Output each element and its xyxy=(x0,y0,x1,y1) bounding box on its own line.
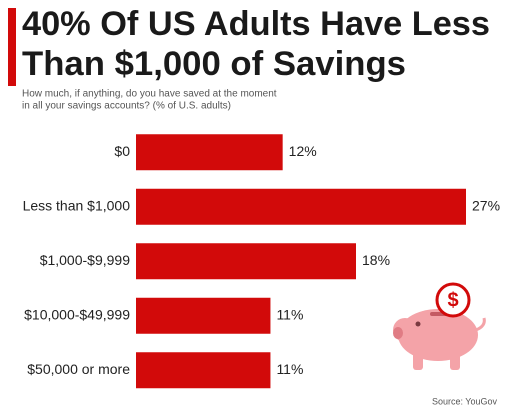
bar xyxy=(136,134,283,171)
category-label: $0 xyxy=(114,143,130,159)
category-label: $10,000-$49,999 xyxy=(24,306,130,322)
value-label: 12% xyxy=(289,143,317,159)
bar xyxy=(136,188,466,225)
value-label: 18% xyxy=(362,252,390,268)
value-label: 11% xyxy=(276,361,303,377)
chart-title: 40% Of US Adults Have Less xyxy=(22,5,490,43)
subtitle: in all your savings accounts? (% of U.S.… xyxy=(22,101,231,112)
value-label: 27% xyxy=(472,197,500,213)
bar xyxy=(136,297,271,334)
subtitle: How much, if anything, do you have saved… xyxy=(22,89,277,100)
value-label: 11% xyxy=(276,306,303,322)
category-label: $50,000 or more xyxy=(27,361,130,377)
bar xyxy=(136,243,356,280)
title-accent xyxy=(8,8,16,86)
category-label: Less than $1,000 xyxy=(23,197,131,213)
bar xyxy=(136,352,271,389)
piggy-bank-icon: $ xyxy=(393,282,486,370)
chart-title: Than $1,000 of Savings xyxy=(22,45,406,83)
source: Source: YouGov xyxy=(432,396,498,406)
svg-text:$: $ xyxy=(447,289,458,311)
category-label: $1,000-$9,999 xyxy=(40,252,131,268)
